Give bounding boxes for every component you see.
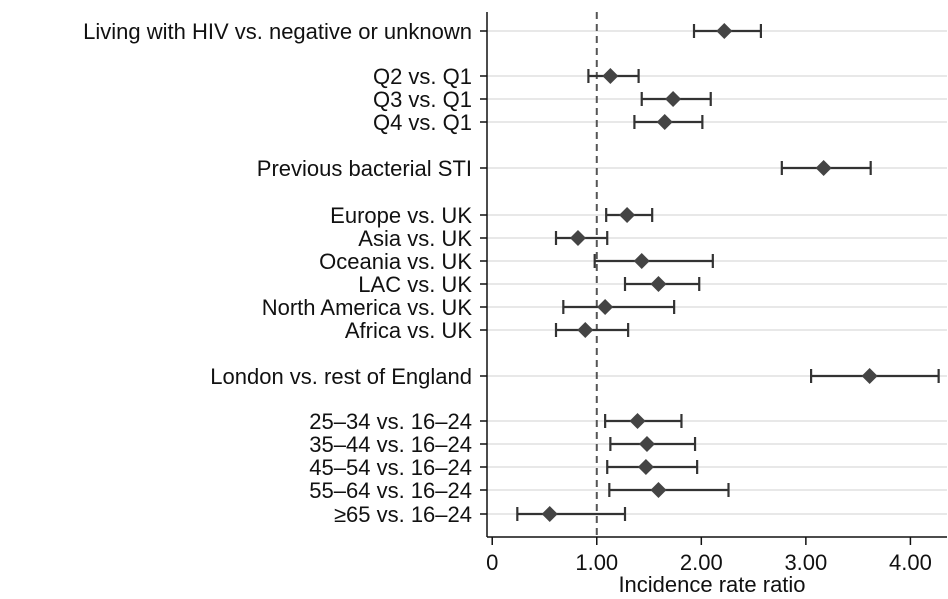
estimate-marker-1 [602, 68, 619, 84]
row-label-0: Living with HIV vs. negative or unknown [83, 19, 472, 44]
row-label-16: ≥65 vs. 16–24 [334, 502, 472, 527]
row-label-6: Asia vs. UK [358, 226, 472, 251]
row-label-15: 55–64 vs. 16–24 [309, 478, 472, 503]
row-label-2: Q3 vs. Q1 [373, 87, 472, 112]
row-label-14: 45–54 vs. 16–24 [309, 455, 472, 480]
point-estimates [541, 23, 878, 522]
row-label-12: 25–34 vs. 16–24 [309, 409, 472, 434]
row-label-5: Europe vs. UK [330, 203, 472, 228]
estimate-marker-10 [577, 322, 594, 338]
row-label-8: LAC vs. UK [358, 272, 472, 297]
row-label-10: Africa vs. UK [345, 318, 472, 343]
row-label-1: Q2 vs. Q1 [373, 64, 472, 89]
x-axis-ticks: 0 1.00 2.00 3.00 4.00 [486, 537, 932, 575]
estimate-marker-16 [541, 506, 558, 522]
row-label-3: Q4 vs. Q1 [373, 110, 472, 135]
x-tick-label-3: 3.00 [784, 550, 827, 575]
estimate-marker-9 [597, 299, 614, 315]
estimate-marker-14 [637, 459, 654, 475]
row-label-4: Previous bacterial STI [257, 156, 472, 181]
estimate-marker-6 [569, 230, 586, 246]
estimate-marker-2 [665, 91, 682, 107]
row-label-13: 35–44 vs. 16–24 [309, 432, 472, 457]
axes [480, 12, 947, 538]
estimate-marker-4 [815, 160, 832, 176]
x-tick-label-2: 2.00 [680, 550, 723, 575]
row-label-9: North America vs. UK [262, 295, 473, 320]
estimate-marker-3 [656, 114, 673, 130]
x-axis-title: Incidence rate ratio [618, 572, 805, 597]
row-labels: Living with HIV vs. negative or unknown Q… [83, 19, 472, 527]
grid-lines [487, 30, 947, 515]
estimate-marker-5 [619, 207, 636, 223]
x-tick-label-4: 4.00 [889, 550, 932, 575]
estimate-marker-11 [861, 368, 878, 384]
x-tick-label-1: 1.00 [575, 550, 618, 575]
estimate-marker-7 [633, 253, 650, 269]
estimate-marker-0 [716, 23, 733, 39]
estimate-marker-15 [650, 482, 667, 498]
row-label-11: London vs. rest of England [210, 364, 472, 389]
row-label-7: Oceania vs. UK [319, 249, 472, 274]
estimate-marker-12 [629, 413, 646, 429]
estimate-marker-13 [638, 436, 655, 452]
estimate-marker-8 [650, 276, 667, 292]
x-tick-label-0: 0 [486, 550, 498, 575]
